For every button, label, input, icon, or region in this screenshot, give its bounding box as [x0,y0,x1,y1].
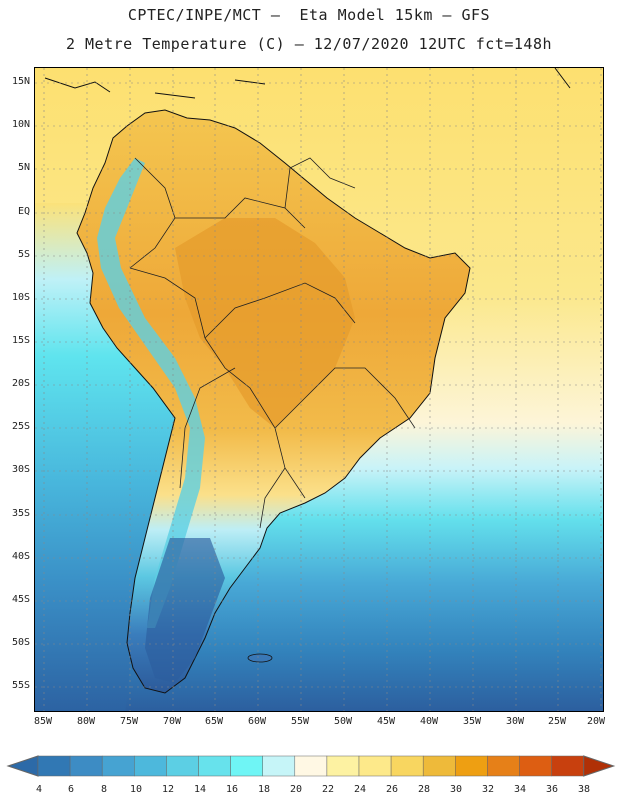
map-canvas [35,68,603,711]
colorbar-label: 14 [193,784,207,795]
lon-label: 40W [419,716,439,727]
lat-label: 5N [17,162,30,173]
lon-label: 50W [333,716,353,727]
lon-label: 60W [247,716,267,727]
map-title-line-2: 2 Metre Temperature (C) – 12/07/2020 12U… [65,35,553,53]
colorbar-cell [422,755,456,777]
colorbar-cell [519,755,552,777]
hot-interior-region [175,218,355,428]
lat-label: 15S [11,335,30,346]
colorbar-cell [358,755,392,777]
lat-label: 50S [11,637,30,648]
caribbean-islands [44,68,571,99]
colorbar-label: 38 [577,784,591,795]
colorbar-label: 10 [129,784,143,795]
colorbar-cell [326,755,360,777]
lon-label: 25W [547,716,567,727]
lon-label: 20W [586,716,606,727]
lat-label: EQ [17,206,30,217]
colorbar-cell [390,755,424,777]
colorbar-label: 16 [225,784,239,795]
lon-label: 65W [204,716,224,727]
colorbar-label: 34 [513,784,527,795]
colorbar-cell [230,755,263,777]
colorbar-label: 18 [257,784,271,795]
lon-label: 85W [33,716,53,727]
lat-label: 45S [11,594,30,605]
colorbar-label: 28 [417,784,431,795]
colorbar-cell [166,755,199,777]
colorbar-label: 24 [353,784,367,795]
colorbar-label: 4 [35,784,43,795]
lat-label: 25S [11,421,30,432]
lon-label: 30W [505,716,525,727]
lat-label: 55S [11,680,30,691]
colorbar-cell [101,755,135,777]
colorbar-arrow-left [6,755,39,777]
lon-label: 80W [76,716,96,727]
temperature-colorbar [6,755,616,777]
colorbar-cell [455,755,488,777]
colorbar-cell [262,755,296,777]
colorbar-label: 12 [161,784,175,795]
colorbar-label: 30 [449,784,463,795]
colorbar-cell [134,755,167,777]
colorbar-cell [294,755,328,777]
andes-cool-band [97,158,205,628]
colorbar-label: 22 [321,784,335,795]
country-borders [129,157,416,529]
colorbar-cell [69,755,103,777]
lat-label: 40S [11,551,30,562]
temperature-map [34,67,604,712]
lat-label: 5S [17,249,30,260]
colorbar-label: 8 [100,784,108,795]
lat-label: 35S [11,508,30,519]
colorbar-cell [198,755,231,777]
colorbar-label: 6 [67,784,75,795]
lat-label: 15N [11,76,30,87]
falkland-islands [247,653,273,663]
colorbar-label: 26 [385,784,399,795]
colorbar-arrow-right [583,755,616,777]
lon-label: 70W [162,716,182,727]
graticule [35,68,603,711]
map-title-line-1: CPTEC/INPE/MCT – Eta Model 15km – GFS [127,6,491,24]
lon-label: 55W [290,716,310,727]
lat-label: 30S [11,464,30,475]
colorbar-label: 20 [289,784,303,795]
lat-label: 10S [11,292,30,303]
colorbar-cell [37,755,71,777]
pacific-ocean [35,203,185,711]
lon-label: 35W [462,716,482,727]
lat-label: 20S [11,378,30,389]
patagonia-cold-region [145,538,225,683]
colorbar-cell [487,755,520,777]
colorbar-label: 32 [481,784,495,795]
colorbar-label: 36 [545,784,559,795]
lat-label: 10N [11,119,30,130]
lon-label: 75W [119,716,139,727]
colorbar-cell [551,755,584,777]
lon-label: 45W [376,716,396,727]
